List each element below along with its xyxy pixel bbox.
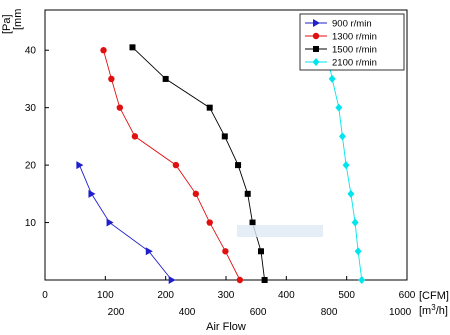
legend-entry: 1500 r/min [305, 44, 377, 55]
y-tick-label: 20 [25, 161, 37, 172]
point-marker [249, 219, 256, 226]
point-marker [351, 218, 359, 227]
point-marker [206, 219, 213, 226]
legend-label: 900 r/min [332, 18, 372, 29]
legend: 900 r/min 1300 r/min 1500 r/min 2100 r/min [299, 13, 405, 71]
point-marker [168, 276, 176, 284]
point-marker [354, 247, 362, 256]
point-marker [313, 19, 320, 27]
point-marker [257, 248, 264, 255]
point-marker [335, 103, 343, 112]
x-tick-label-cfm: 300 [218, 290, 235, 301]
x-axis-title: Air Flow [206, 321, 246, 333]
y-label-pa: [Pa] [1, 14, 13, 34]
x-unit-m3h: [m3/h] [419, 303, 448, 317]
point-marker [235, 162, 242, 169]
point-marker [338, 132, 346, 141]
point-marker [116, 104, 124, 111]
point-marker [106, 218, 114, 227]
point-marker [145, 247, 153, 256]
x-tick-label-m3h: 600 [250, 307, 267, 318]
point-marker [206, 104, 213, 111]
point-marker [347, 189, 355, 198]
point-marker [358, 276, 366, 284]
series-1500-r-min [129, 44, 268, 283]
point-marker [312, 32, 320, 40]
legend-entry: 2100 r/min [305, 57, 377, 68]
x-tick-label-cfm: 200 [157, 290, 174, 301]
x-tick-label-cfm: 100 [97, 290, 114, 301]
series-900-r-min [76, 161, 176, 284]
point-marker [76, 161, 84, 170]
point-marker [221, 133, 228, 140]
data-series [76, 43, 366, 284]
x-tick-label-cfm: 0 [42, 290, 48, 301]
point-marker [313, 46, 319, 52]
point-marker [222, 248, 229, 255]
point-marker [312, 58, 320, 66]
x-tick-label-m3h: 400 [179, 307, 196, 318]
series-1300-r-min [100, 47, 244, 284]
point-marker [244, 190, 251, 197]
x-tick-label-cfm: 500 [338, 290, 355, 301]
legend-entry: 1300 r/min [305, 31, 377, 42]
x-tick-label-m3h: 1000 [389, 307, 412, 318]
watermark-band [237, 225, 323, 237]
point-marker [162, 75, 169, 82]
y-tick-label: 10 [25, 218, 37, 229]
point-marker [328, 74, 336, 83]
legend-label: 1300 r/min [332, 31, 377, 42]
y-tick-label: 40 [25, 46, 37, 57]
point-marker [100, 47, 107, 54]
x-tick-label-cfm: 600 [399, 290, 416, 301]
point-marker [88, 189, 96, 198]
point-marker [261, 277, 268, 283]
point-marker [108, 75, 115, 83]
point-marker [192, 190, 200, 198]
x-tick-label-cfm: 400 [278, 290, 295, 301]
x-unit-cfm: [CFM] [419, 290, 449, 302]
legend-label: 1500 r/min [332, 44, 377, 55]
y-label-mm: [mm [12, 9, 24, 30]
legend-entry: 900 r/min [305, 18, 372, 29]
point-marker [236, 276, 244, 284]
point-marker [172, 161, 180, 169]
y-tick-label: 30 [25, 103, 37, 114]
x-tick-label-m3h: 200 [108, 307, 125, 318]
legend-label: 2100 r/min [332, 57, 377, 68]
x-tick-label-m3h: 800 [321, 307, 338, 318]
point-marker [129, 44, 136, 51]
point-marker [131, 133, 139, 140]
point-marker [342, 161, 350, 170]
